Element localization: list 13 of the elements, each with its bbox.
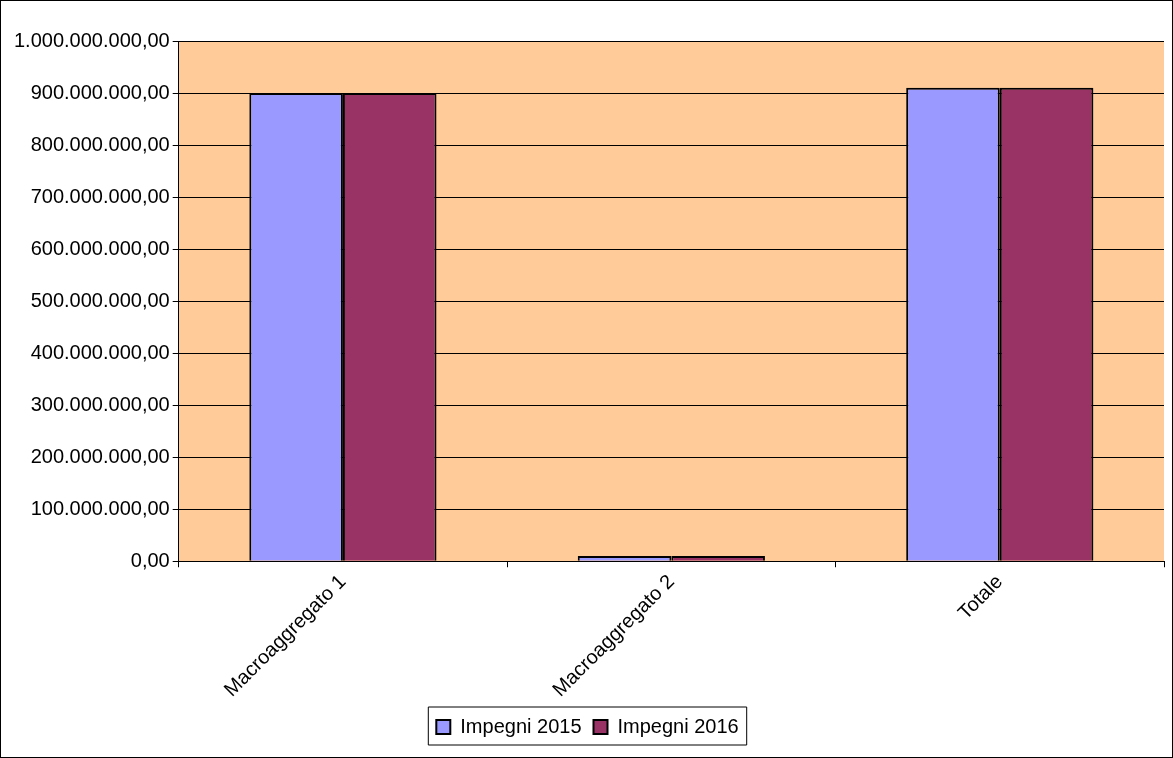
y-tick-label: 1.000.000.000,00 (14, 28, 170, 51)
y-tick-label: 600.000.000,00 (30, 236, 170, 259)
y-tick-label: 300.000.000,00 (30, 392, 170, 415)
y-tick-label: 900.000.000,00 (30, 80, 170, 103)
y-tick-label: 100.000.000,00 (30, 496, 170, 519)
y-tick-label: 0,00 (130, 548, 170, 571)
y-tick-label: 700.000.000,00 (30, 184, 170, 207)
y-tick-label: 500.000.000,00 (30, 288, 170, 311)
legend-label: Impegni 2016 (617, 714, 739, 737)
y-tick-label: 400.000.000,00 (30, 340, 170, 363)
y-tick-label: 800.000.000,00 (30, 132, 170, 155)
y-tick-label: 200.000.000,00 (30, 444, 170, 467)
legend-label: Impegni 2015 (460, 714, 582, 737)
